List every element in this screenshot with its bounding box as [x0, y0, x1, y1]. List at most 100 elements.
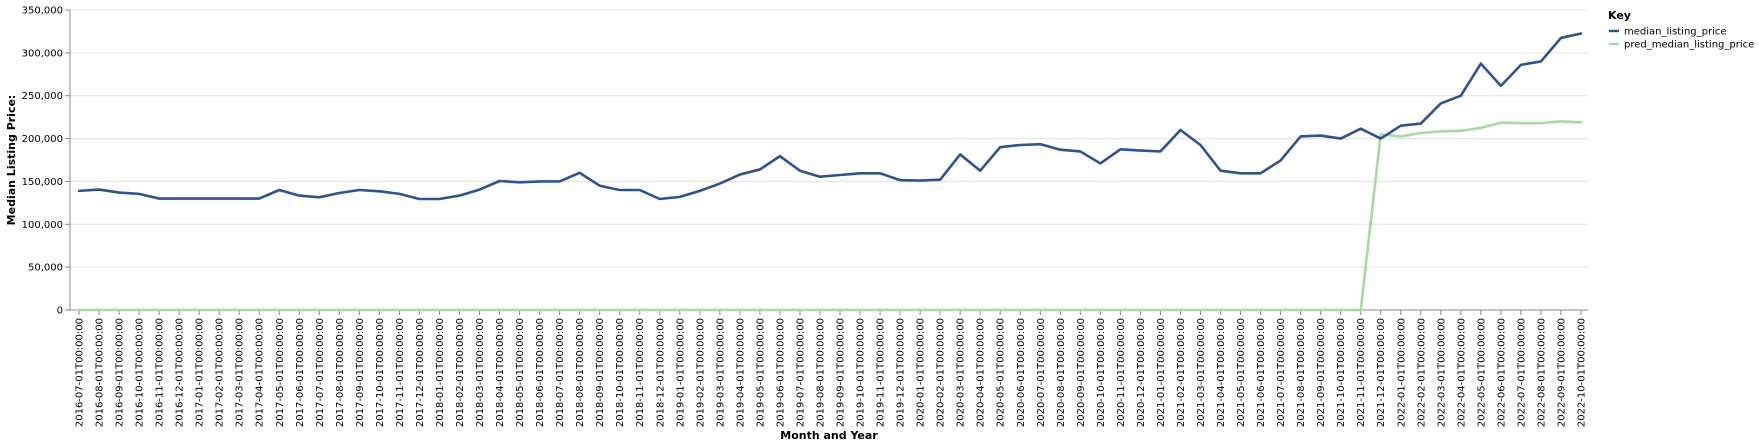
x-tick-label: 2020-03-01T00:00:00 [956, 318, 967, 427]
x-tick-label: 2021-05-01T00:00:00 [1236, 318, 1247, 427]
x-tick-label: 2020-02-01T00:00:00 [936, 318, 947, 427]
x-tick-label: 2020-09-01T00:00:00 [1076, 318, 1087, 427]
legend-label: pred_median_listing_price [1624, 40, 1754, 51]
x-tick-label: 2019-10-01T00:00:00 [856, 318, 867, 427]
axes [69, 10, 1588, 311]
x-tick-label: 2022-07-01T00:00:00 [1516, 318, 1527, 427]
x-tick-label: 2022-10-01T00:00:00 [1577, 318, 1588, 427]
y-tick-label: 300,000 [22, 48, 63, 59]
x-tick-label: 2018-03-01T00:00:00 [475, 318, 486, 427]
series-line-pred-median-listing-price [77, 120, 1583, 312]
x-tick-label: 2017-06-01T00:00:00 [295, 318, 306, 427]
x-tick-label: 2019-09-01T00:00:00 [836, 318, 847, 427]
x-tick-label: 2019-11-01T00:00:00 [876, 318, 887, 427]
x-tick-label: 2020-01-01T00:00:00 [916, 318, 927, 427]
x-tick-label: 2022-09-01T00:00:00 [1556, 318, 1567, 427]
x-tick-label: 2019-06-01T00:00:00 [775, 318, 786, 427]
x-tick-label: 2019-07-01T00:00:00 [795, 318, 806, 427]
x-tick-label: 2019-03-01T00:00:00 [715, 318, 726, 427]
x-tick-label: 2017-12-01T00:00:00 [415, 318, 426, 427]
y-tick-label: 0 [57, 306, 63, 317]
x-tick-label: 2018-12-01T00:00:00 [655, 318, 666, 427]
x-tick-label: 2022-08-01T00:00:00 [1536, 318, 1547, 427]
x-tick-label: 2021-01-01T00:00:00 [1156, 318, 1167, 427]
x-tick-label: 2017-07-01T00:00:00 [315, 318, 326, 427]
x-tick-label: 2020-08-01T00:00:00 [1056, 318, 1067, 427]
x-tick-label: 2019-02-01T00:00:00 [695, 318, 706, 427]
legend-items: median_listing_price pred_median_listing_… [1609, 27, 1754, 51]
x-tick-label: 2022-06-01T00:00:00 [1496, 318, 1507, 427]
x-tick-label: 2021-09-01T00:00:00 [1316, 318, 1327, 427]
series-lines [77, 32, 1583, 312]
gridlines [70, 9, 1588, 311]
x-tick-label: 2016-10-01T00:00:00 [135, 318, 146, 427]
x-tick-label: 2019-12-01T00:00:00 [896, 318, 907, 427]
y-tick-label: 150,000 [22, 177, 63, 188]
y-tick-label: 50,000 [28, 263, 63, 274]
x-tick-label: 2022-05-01T00:00:00 [1476, 318, 1487, 427]
x-tick-label: 2020-07-01T00:00:00 [1036, 318, 1047, 427]
x-tick-label: 2016-12-01T00:00:00 [175, 318, 186, 427]
x-tick-label: 2017-05-01T00:00:00 [275, 318, 286, 427]
x-tick-label: 2017-01-01T00:00:00 [195, 318, 206, 427]
x-tick-label: 2017-10-01T00:00:00 [375, 318, 386, 427]
x-tick-label: 2018-04-01T00:00:00 [495, 318, 506, 427]
y-tick-label: 100,000 [22, 220, 63, 231]
x-tick-label: 2020-04-01T00:00:00 [976, 318, 987, 427]
legend-title: Key [1608, 9, 1631, 22]
y-tick-label: 350,000 [22, 6, 63, 17]
x-tick-label: 2019-01-01T00:00:00 [675, 318, 686, 427]
y-tick-label: 200,000 [22, 134, 63, 145]
x-tick-label: 2017-09-01T00:00:00 [355, 318, 366, 427]
x-tick-label: 2020-05-01T00:00:00 [996, 318, 1007, 427]
x-tick-label: 2016-11-01T00:00:00 [155, 318, 166, 427]
series-line-median-listing-price [77, 32, 1583, 201]
x-tick-label: 2021-11-01T00:00:00 [1356, 318, 1367, 427]
x-tick-label: 2018-09-01T00:00:00 [595, 318, 606, 427]
x-tick-label: 2018-10-01T00:00:00 [615, 318, 626, 427]
x-tick-label: 2020-12-01T00:00:00 [1136, 318, 1147, 427]
x-tick-label: 2017-08-01T00:00:00 [335, 318, 346, 427]
x-tick-label: 2021-07-01T00:00:00 [1276, 318, 1287, 427]
y-tick-label: 250,000 [22, 91, 63, 102]
x-tick-label: 2021-10-01T00:00:00 [1336, 318, 1347, 427]
y-axis-ticks: 0 50,000 100,000 150,000 200,000 250,000 300,0… [22, 6, 70, 317]
x-tick-label: 2021-03-01T00:00:00 [1196, 318, 1207, 427]
x-tick-label: 2018-08-01T00:00:00 [575, 318, 586, 427]
x-tick-label: 2016-09-01T00:00:00 [115, 318, 126, 427]
x-tick-label: 2018-07-01T00:00:00 [555, 318, 566, 427]
x-tick-label: 2021-02-01T00:00:00 [1176, 318, 1187, 427]
x-tick-label: 2018-01-01T00:00:00 [435, 318, 446, 427]
x-tick-label: 2018-02-01T00:00:00 [455, 318, 466, 427]
legend: Key median_listing_price pred_median_list… [1608, 9, 1754, 51]
x-tick-label: 2017-04-01T00:00:00 [255, 318, 266, 427]
x-tick-label: 2022-04-01T00:00:00 [1456, 318, 1467, 427]
x-tick-label: 2019-05-01T00:00:00 [755, 318, 766, 427]
x-tick-label: 2016-07-01T00:00:00 [75, 318, 86, 427]
x-tick-label: 2018-05-01T00:00:00 [515, 318, 526, 427]
x-tick-label: 2017-02-01T00:00:00 [215, 318, 226, 427]
x-tick-label: 2022-03-01T00:00:00 [1436, 318, 1447, 427]
x-tick-label: 2022-02-01T00:00:00 [1416, 318, 1427, 427]
x-tick-label: 2020-06-01T00:00:00 [1016, 318, 1027, 427]
x-tick-label: 2019-04-01T00:00:00 [735, 318, 746, 427]
x-tick-label: 2017-03-01T00:00:00 [235, 318, 246, 427]
x-tick-label: 2019-08-01T00:00:00 [815, 318, 826, 427]
x-tick-label: 2022-01-01T00:00:00 [1396, 318, 1407, 427]
x-tick-label: 2016-08-01T00:00:00 [95, 318, 106, 427]
x-tick-label: 2020-10-01T00:00:00 [1096, 318, 1107, 427]
x-tick-label: 2017-11-01T00:00:00 [395, 318, 406, 427]
x-tick-label: 2021-06-01T00:00:00 [1256, 318, 1267, 427]
x-tick-label: 2021-04-01T00:00:00 [1216, 318, 1227, 427]
x-axis-ticks: 2016-07-01T00:00:00 2016-08-01T00:00:00 20… [75, 310, 1588, 427]
x-axis-title: Month and Year [780, 429, 878, 442]
legend-label: median_listing_price [1624, 27, 1727, 38]
x-tick-label: 2018-06-01T00:00:00 [535, 318, 546, 427]
x-tick-label: 2021-12-01T00:00:00 [1376, 318, 1387, 427]
x-tick-label: 2021-08-01T00:00:00 [1296, 318, 1307, 427]
x-tick-label: 2018-11-01T00:00:00 [635, 318, 646, 427]
x-tick-label: 2020-11-01T00:00:00 [1116, 318, 1127, 427]
y-axis-title: Median Listing Price: [5, 95, 18, 226]
